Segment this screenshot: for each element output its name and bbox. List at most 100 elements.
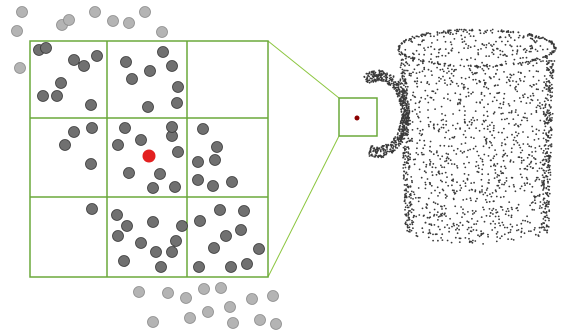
cloud-point [535,178,538,181]
query-point [142,149,156,163]
cloud-point [517,36,520,39]
cloud-point [451,189,454,192]
grid-neighbor-point [176,220,188,232]
cloud-point [424,89,427,92]
cloud-point [451,81,454,84]
cloud-point [492,53,495,56]
cloud-point [428,125,430,128]
cloud-point [493,136,496,139]
grid-neighbor-point [55,77,67,89]
cloud-point [516,49,519,52]
cloud-point [401,117,404,120]
cloud-point [500,112,503,115]
cloud-point [547,99,549,102]
cloud-point [445,157,448,160]
cloud-point [411,35,414,38]
cloud-point [447,31,449,33]
cloud-point [483,85,485,88]
cloud-point [484,191,487,194]
cloud-point [408,139,411,142]
cloud-point [520,159,523,162]
cloud-point [410,57,412,60]
cloud-point [439,63,442,66]
cloud-point [497,215,500,218]
cloud-point [489,29,492,32]
cloud-point [371,75,374,78]
cloud-point [408,109,411,112]
cloud-point [418,71,421,74]
cloud-point [421,153,424,156]
cloud-point [497,56,500,59]
cloud-point [404,166,407,169]
cloud-point [478,235,481,238]
cloud-point [499,170,502,173]
grid-neighbor-point [225,261,237,273]
cloud-point [543,145,546,147]
cloud-point [538,226,541,229]
cloud-point [398,92,400,95]
cloud-point [445,207,447,210]
cloud-point [517,114,519,116]
cloud-point [444,40,447,43]
cloud-point [392,147,395,149]
cloud-point [538,58,541,61]
cloud-point [404,92,406,94]
cloud-point [501,172,504,174]
cloud-point [421,40,423,43]
cloud-point [543,112,545,114]
cloud-point [515,80,518,83]
cloud-point [429,160,432,163]
cloud-point [541,174,544,177]
cloud-point [509,31,512,34]
cloud-point [415,49,418,52]
cloud-point [402,156,404,159]
cloud-point [544,192,547,194]
cloud-point [547,164,550,166]
cloud-point [509,159,512,162]
cloud-point [404,64,406,67]
cloud-point [523,182,526,185]
cloud-point [547,188,550,191]
cloud-point [533,228,536,231]
cloud-point [422,231,424,234]
cloud-point [423,144,426,147]
cloud-point [401,122,404,125]
cloud-point [417,200,420,203]
grid-neighbor-point [59,139,71,151]
cloud-point [368,155,371,157]
cloud-point [423,68,426,71]
cloud-point [458,109,461,112]
outside-neighbor-point [63,14,75,26]
cloud-point [449,217,451,220]
cloud-point [534,158,537,160]
cloud-point [438,128,441,131]
cloud-point [424,183,427,186]
cloud-point [498,181,501,184]
grid-neighbor-point [112,230,124,242]
cloud-point [550,145,552,148]
cloud-point [492,127,495,129]
cloud-point [540,184,543,187]
cloud-point [503,165,506,168]
cloud-point [481,43,484,46]
cloud-point [534,227,536,229]
cloud-point [439,48,442,50]
cloud-point [481,123,484,126]
mug-point-cloud [354,28,557,245]
cloud-point [415,113,418,115]
cloud-point [546,231,548,234]
cloud-point [382,152,385,155]
cloud-point [394,81,397,83]
cloud-point [542,152,544,154]
cloud-point [536,50,539,52]
cloud-point [528,153,530,156]
cloud-point [488,179,490,181]
cloud-point [420,176,423,179]
cloud-point [427,68,430,71]
cloud-point [452,113,454,115]
cloud-point [401,114,403,116]
cloud-point [509,229,512,231]
cloud-point [406,185,409,188]
cloud-point [548,159,551,162]
cloud-point [501,50,504,53]
